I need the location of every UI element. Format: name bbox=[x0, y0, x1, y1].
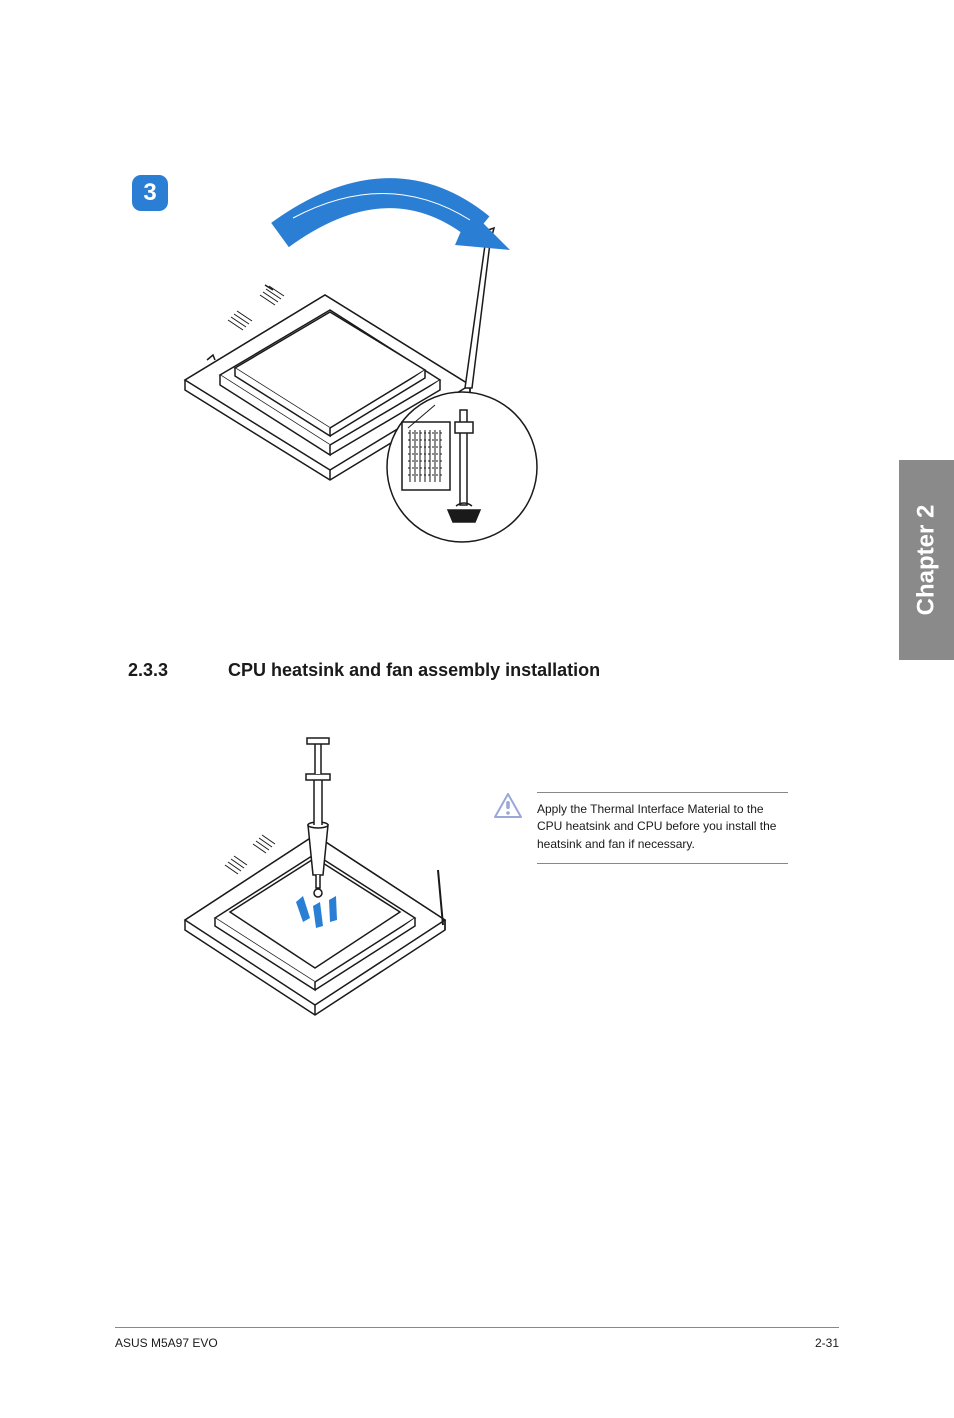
footer-divider bbox=[115, 1327, 839, 1328]
section-number: 2.3.3 bbox=[128, 660, 168, 681]
step-number: 3 bbox=[143, 179, 156, 207]
figure-thermal-paste bbox=[175, 730, 455, 1050]
note-text: Apply the Thermal Interface Material to … bbox=[537, 801, 788, 853]
chapter-tab-label: Chapter 2 bbox=[913, 505, 941, 616]
page-footer: ASUS M5A97 EVO 2-31 bbox=[115, 1336, 839, 1350]
note-box: Apply the Thermal Interface Material to … bbox=[493, 792, 788, 864]
figure-cpu-socket-lever bbox=[165, 170, 575, 550]
caution-icon bbox=[493, 792, 523, 825]
chapter-tab: Chapter 2 bbox=[899, 460, 954, 660]
section-title: 2.3.3 CPU heatsink and fan assembly inst… bbox=[128, 660, 600, 681]
page-content: 3 bbox=[0, 0, 954, 1418]
footer-page-number: 2-31 bbox=[815, 1336, 839, 1350]
note-text-wrapper: Apply the Thermal Interface Material to … bbox=[537, 792, 788, 864]
step-badge: 3 bbox=[132, 175, 168, 211]
section-heading: CPU heatsink and fan assembly installati… bbox=[228, 660, 600, 681]
footer-product-name: ASUS M5A97 EVO bbox=[115, 1336, 218, 1350]
